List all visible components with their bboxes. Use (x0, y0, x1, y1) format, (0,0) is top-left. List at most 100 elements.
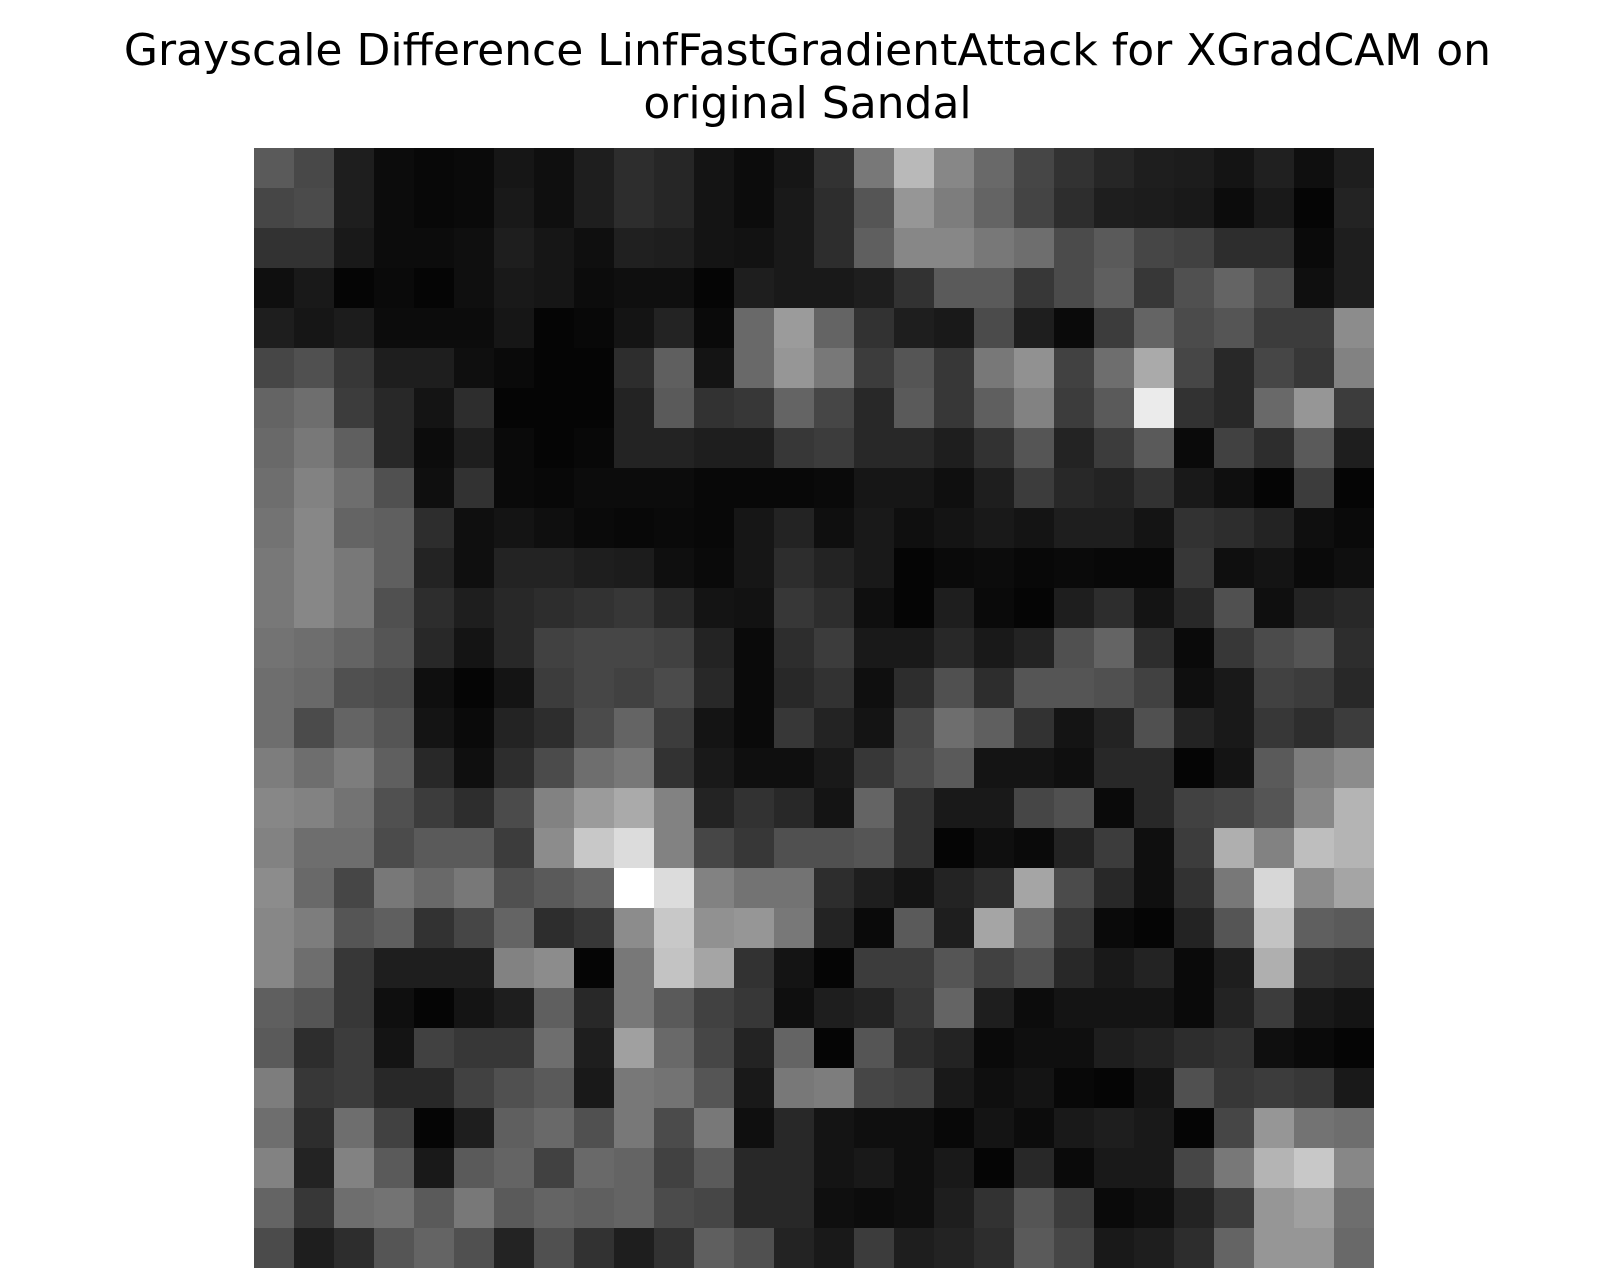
heatmap-cell-r8-c24 (1214, 468, 1255, 509)
heatmap-cell-r1-c8 (574, 188, 615, 229)
heatmap-cell-r26-c17 (934, 1188, 975, 1229)
heatmap-cell-r4-c18 (974, 308, 1015, 349)
heatmap-cell-r24-c27 (1334, 1108, 1374, 1149)
heatmap-cell-r19-c19 (1014, 908, 1055, 949)
heatmap-cell-r0-c20 (1054, 148, 1095, 189)
heatmap-cell-r19-c25 (1254, 908, 1295, 949)
heatmap-cell-r5-c9 (614, 348, 655, 389)
heatmap-cell-r13-c23 (1174, 668, 1215, 709)
heatmap-cell-r10-c18 (974, 548, 1015, 589)
heatmap-cell-r16-c9 (614, 788, 655, 829)
heatmap-cell-r0-c21 (1094, 148, 1135, 189)
heatmap-cell-r19-c16 (894, 908, 935, 949)
heatmap-cell-r27-c17 (934, 1228, 975, 1268)
heatmap-cell-r19-c2 (334, 908, 375, 949)
heatmap-cell-r16-c4 (414, 788, 455, 829)
heatmap-cell-r17-c8 (574, 828, 615, 869)
heatmap-cell-r18-c19 (1014, 868, 1055, 909)
heatmap-cell-r14-c10 (654, 708, 695, 749)
heatmap-cell-r11-c20 (1054, 588, 1095, 629)
heatmap-cell-r10-c5 (454, 548, 495, 589)
heatmap-cell-r18-c6 (494, 868, 535, 909)
heatmap-cell-r26-c6 (494, 1188, 535, 1229)
heatmap-cell-r22-c4 (414, 1028, 455, 1069)
heatmap-cell-r21-c5 (454, 988, 495, 1029)
heatmap-cell-r7-c21 (1094, 428, 1135, 469)
heatmap-cell-r17-c23 (1174, 828, 1215, 869)
heatmap-cell-r17-c7 (534, 828, 575, 869)
heatmap-cell-r5-c12 (734, 348, 775, 389)
heatmap-cell-r0-c4 (414, 148, 455, 189)
heatmap-cell-r12-c5 (454, 628, 495, 669)
heatmap-cell-r25-c4 (414, 1148, 455, 1189)
heatmap-cell-r19-c20 (1054, 908, 1095, 949)
heatmap-cell-r21-c23 (1174, 988, 1215, 1029)
heatmap-cell-r24-c14 (814, 1108, 855, 1149)
heatmap-cell-r8-c20 (1054, 468, 1095, 509)
heatmap-cell-r8-c5 (454, 468, 495, 509)
heatmap-cell-r24-c8 (574, 1108, 615, 1149)
heatmap-cell-r6-c10 (654, 388, 695, 429)
heatmap-cell-r1-c23 (1174, 188, 1215, 229)
heatmap-cell-r6-c12 (734, 388, 775, 429)
heatmap-cell-r26-c9 (614, 1188, 655, 1229)
heatmap-cell-r24-c12 (734, 1108, 775, 1149)
heatmap-cell-r8-c14 (814, 468, 855, 509)
heatmap-cell-r15-c9 (614, 748, 655, 789)
heatmap-cell-r2-c3 (374, 228, 415, 269)
heatmap-cell-r24-c21 (1094, 1108, 1135, 1149)
heatmap-cell-r4-c3 (374, 308, 415, 349)
heatmap-cell-r20-c27 (1334, 948, 1374, 989)
heatmap-cell-r23-c17 (934, 1068, 975, 1109)
heatmap-cell-r9-c14 (814, 508, 855, 549)
heatmap-cell-r21-c25 (1254, 988, 1295, 1029)
heatmap-cell-r11-c4 (414, 588, 455, 629)
heatmap-cell-r26-c14 (814, 1188, 855, 1229)
heatmap-cell-r17-c18 (974, 828, 1015, 869)
heatmap-cell-r0-c24 (1214, 148, 1255, 189)
heatmap-cell-r14-c16 (894, 708, 935, 749)
heatmap-cell-r5-c6 (494, 348, 535, 389)
heatmap-cell-r16-c12 (734, 788, 775, 829)
heatmap-cell-r26-c3 (374, 1188, 415, 1229)
heatmap-cell-r0-c25 (1254, 148, 1295, 189)
heatmap-cell-r2-c5 (454, 228, 495, 269)
heatmap-cell-r3-c15 (854, 268, 895, 309)
heatmap-cell-r8-c27 (1334, 468, 1374, 509)
heatmap-cell-r8-c2 (334, 468, 375, 509)
heatmap-cell-r15-c11 (694, 748, 735, 789)
heatmap-cell-r16-c8 (574, 788, 615, 829)
heatmap-cell-r22-c0 (254, 1028, 295, 1069)
heatmap-cell-r11-c10 (654, 588, 695, 629)
heatmap-cell-r1-c2 (334, 188, 375, 229)
heatmap-cell-r4-c26 (1294, 308, 1335, 349)
heatmap-cell-r17-c3 (374, 828, 415, 869)
heatmap-cell-r3-c14 (814, 268, 855, 309)
heatmap-cell-r25-c16 (894, 1148, 935, 1189)
heatmap-cell-r13-c9 (614, 668, 655, 709)
heatmap-cell-r6-c11 (694, 388, 735, 429)
heatmap-cell-r19-c6 (494, 908, 535, 949)
heatmap-cell-r1-c19 (1014, 188, 1055, 229)
heatmap-cell-r23-c14 (814, 1068, 855, 1109)
heatmap-cell-r16-c15 (854, 788, 895, 829)
heatmap-cell-r20-c16 (894, 948, 935, 989)
heatmap-cell-r2-c6 (494, 228, 535, 269)
heatmap-cell-r25-c13 (774, 1148, 815, 1189)
heatmap-cell-r22-c17 (934, 1028, 975, 1069)
heatmap-cell-r9-c9 (614, 508, 655, 549)
heatmap-cell-r12-c2 (334, 628, 375, 669)
heatmap-cell-r10-c27 (1334, 548, 1374, 589)
heatmap-cell-r10-c17 (934, 548, 975, 589)
heatmap-cell-r21-c15 (854, 988, 895, 1029)
heatmap-cell-r26-c21 (1094, 1188, 1135, 1229)
heatmap-cell-r8-c0 (254, 468, 295, 509)
heatmap-cell-r18-c27 (1334, 868, 1374, 909)
heatmap-cell-r14-c27 (1334, 708, 1374, 749)
heatmap-cell-r21-c21 (1094, 988, 1135, 1029)
heatmap-cell-r25-c5 (454, 1148, 495, 1189)
heatmap-cell-r21-c17 (934, 988, 975, 1029)
heatmap-cell-r11-c0 (254, 588, 295, 629)
heatmap-cell-r7-c4 (414, 428, 455, 469)
heatmap-cell-r3-c12 (734, 268, 775, 309)
